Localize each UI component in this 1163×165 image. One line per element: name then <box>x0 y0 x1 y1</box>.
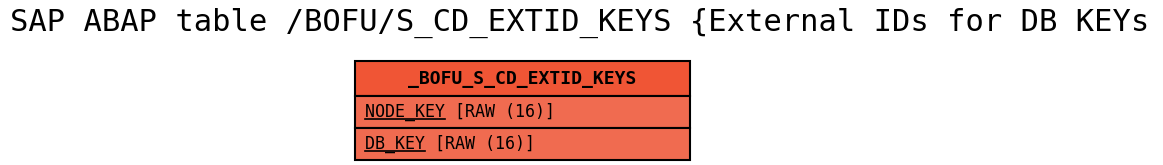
Text: DB_KEY [RAW (16)]: DB_KEY [RAW (16)] <box>365 135 535 153</box>
Text: NODE_KEY [RAW (16)]: NODE_KEY [RAW (16)] <box>365 103 555 121</box>
Text: SAP ABAP table /BOFU/S_CD_EXTID_KEYS {External IDs for DB KEYs (Keys part)}: SAP ABAP table /BOFU/S_CD_EXTID_KEYS {Ex… <box>10 8 1163 38</box>
Text: _BOFU_S_CD_EXTID_KEYS: _BOFU_S_CD_EXTID_KEYS <box>408 69 636 87</box>
Bar <box>355 61 690 96</box>
Bar <box>355 128 690 160</box>
Bar <box>355 96 690 128</box>
